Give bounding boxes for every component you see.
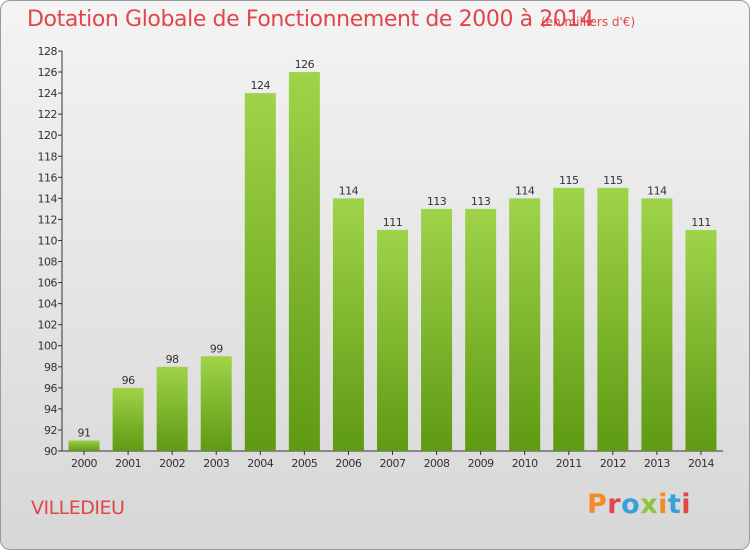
y-tick-label: 108 [38,256,58,269]
x-tick-label-2010: 2010 [512,457,538,470]
y-tick-label: 124 [38,87,58,100]
y-tick-label: 126 [38,66,58,79]
proxiti-logo: Proxiti [587,489,691,520]
data-label-2009: 113 [471,195,491,208]
x-tick-label-2007: 2007 [380,457,406,470]
y-tick-label: 96 [44,382,57,395]
brand-letter: o [621,489,641,520]
bar-2004 [244,93,276,452]
y-tick-label: 100 [38,340,58,353]
data-label-2014: 111 [691,216,711,229]
data-label-2001: 96 [122,374,135,387]
x-tick-label-2014: 2014 [688,457,714,470]
y-tick-label: 102 [38,319,58,332]
y-tick-label: 104 [38,298,58,311]
x-tick-label-2002: 2002 [159,457,185,470]
brand-letter: r [607,489,622,520]
bar-2000 [68,440,100,451]
y-tick-label: 98 [44,361,57,374]
y-tick-label: 122 [38,108,58,121]
bar-2002 [156,366,188,451]
x-tick-label-2006: 2006 [335,457,361,470]
x-tick-label-2003: 2003 [203,457,229,470]
data-label-2011: 115 [559,174,579,187]
bar-2013 [641,198,673,451]
bar-2008 [421,208,453,451]
data-label-2000: 91 [78,426,91,439]
commune-name: VILLEDIEU [31,497,125,519]
x-tick-label-2008: 2008 [424,457,450,470]
y-tick-label: 118 [38,150,58,163]
bar-2014 [685,229,717,451]
data-label-2004: 124 [251,79,271,92]
bar-2012 [597,187,629,451]
brand-letter: i [658,489,668,520]
y-tick-label: 112 [38,213,58,226]
x-tick-label-2012: 2012 [600,457,626,470]
y-tick-label: 114 [38,192,58,205]
bar-2009 [465,208,497,451]
brand-letter: x [640,489,659,520]
bar-2010 [509,198,541,451]
brand-letter: i [681,489,692,520]
bar-2007 [377,229,408,451]
unit-note: (en milliers d'€) [541,15,636,29]
x-tick-label-2001: 2001 [115,457,141,470]
data-label-2010: 114 [515,184,535,197]
data-label-2007: 111 [383,216,403,229]
y-tick-label: 120 [38,129,58,142]
y-tick-label: 110 [38,234,58,247]
data-label-2005: 126 [295,58,315,71]
y-tick-label: 106 [38,277,58,290]
data-label-2013: 114 [647,184,667,197]
bar-2011 [553,187,585,451]
brand-letter: P [587,489,608,520]
y-tick-label: 128 [38,45,58,58]
bar-2003 [200,356,232,451]
brand-letter: t [667,489,682,520]
x-tick-label-2005: 2005 [291,457,317,470]
x-tick-label-2009: 2009 [468,457,494,470]
data-label-2002: 98 [166,353,179,366]
x-tick-label-2000: 2000 [71,457,97,470]
data-label-2006: 114 [339,184,359,197]
y-tick-label: 92 [44,424,57,437]
bar-2006 [332,198,364,451]
y-tick-label: 116 [38,171,58,184]
x-tick-label-2011: 2011 [556,457,582,470]
bar-2005 [288,72,320,451]
chart-title: Dotation Globale de Fonctionnement de 20… [27,7,594,32]
y-tick-label: 90 [44,445,57,458]
x-tick-label-2013: 2013 [644,457,670,470]
y-tick-label: 94 [44,403,57,416]
data-label-2012: 115 [603,174,623,187]
x-tick-label-2004: 2004 [247,457,273,470]
data-label-2003: 99 [210,342,223,355]
bar-2001 [112,387,144,451]
data-label-2008: 113 [427,195,447,208]
